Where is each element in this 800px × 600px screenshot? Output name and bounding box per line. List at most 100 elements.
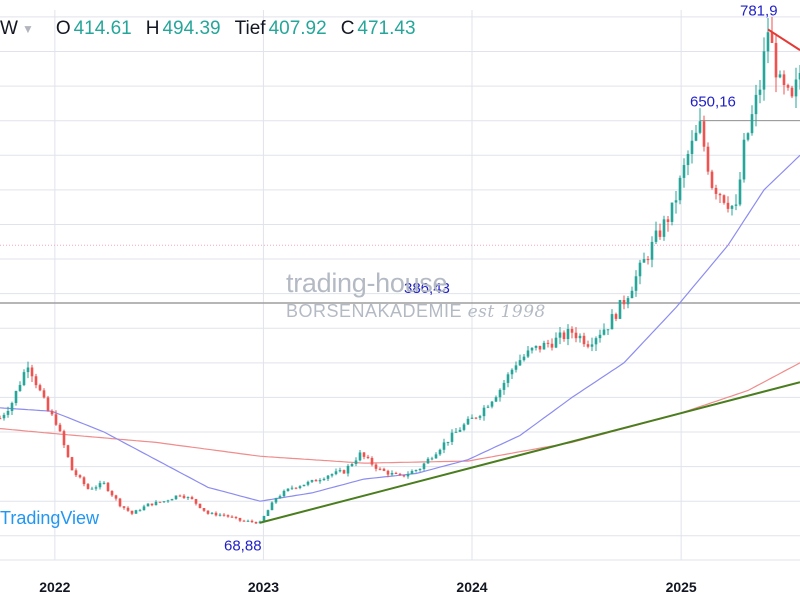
candle-body (262, 516, 266, 522)
candle (86, 483, 90, 490)
candle-body (530, 347, 534, 351)
candle-body (342, 470, 346, 474)
open-value: 414.61 (73, 18, 132, 39)
candle (238, 517, 242, 523)
candle (62, 429, 66, 449)
candle (466, 416, 470, 426)
candle-body (266, 510, 270, 517)
candle (794, 67, 798, 109)
candle (354, 457, 358, 467)
candle (634, 270, 638, 297)
candle-body (634, 276, 638, 291)
candle (186, 496, 190, 500)
candle (350, 462, 354, 468)
candle-body (618, 300, 622, 319)
candle (562, 330, 566, 342)
candle (218, 513, 222, 517)
candle (222, 513, 226, 517)
candle (42, 388, 46, 399)
candle-body (2, 414, 6, 419)
candle-body (358, 452, 362, 461)
candle (514, 361, 518, 373)
candle (658, 223, 662, 240)
candle (2, 412, 6, 421)
candle-body (798, 72, 800, 80)
candle-body (274, 498, 278, 503)
candle-body (526, 350, 530, 357)
candle (670, 202, 674, 226)
candle (698, 108, 702, 135)
interval-label[interactable]: W (0, 18, 18, 39)
candle-body (710, 171, 714, 188)
candle (82, 476, 86, 487)
candle-body (510, 369, 514, 375)
tradingview-logo[interactable]: TradingView (0, 508, 100, 528)
candle (118, 497, 122, 508)
candle (402, 475, 406, 478)
candle (226, 514, 230, 518)
candle-body (702, 121, 706, 147)
candle (618, 299, 622, 320)
chevron-down-icon[interactable]: ▼ (21, 22, 34, 36)
candle-body (162, 501, 166, 503)
candle (434, 452, 438, 459)
candle (90, 486, 94, 490)
candle-body (18, 385, 22, 392)
candle-body (146, 503, 150, 507)
candle-body (270, 502, 274, 511)
candle-body (130, 510, 134, 514)
candle-body (114, 495, 118, 499)
candle (334, 468, 338, 476)
candle-body (134, 510, 138, 514)
candle (566, 324, 570, 346)
candle (306, 480, 310, 487)
candle-body (406, 474, 410, 477)
candle-body (14, 391, 18, 404)
candle-body (202, 508, 206, 511)
candle (674, 190, 678, 214)
candle (666, 216, 670, 232)
candle-body (166, 500, 170, 502)
candle (126, 506, 130, 512)
candle (718, 192, 722, 204)
candle (714, 184, 718, 200)
candle-body (778, 74, 782, 78)
candle (654, 221, 658, 245)
candle (250, 519, 254, 524)
candle-body (54, 414, 58, 425)
candle-body (722, 195, 726, 203)
candle-body (186, 497, 190, 499)
candle-body (734, 204, 738, 206)
candle-body (458, 429, 462, 432)
candle (662, 215, 666, 241)
candle-body (94, 487, 98, 489)
candle (150, 503, 154, 507)
candle-body (126, 507, 130, 511)
candle-body (746, 133, 750, 140)
candle (730, 204, 734, 216)
candle (594, 336, 598, 352)
candle (266, 509, 270, 517)
watermark-subtitle: BORSENAKADEMIE est 1998 (286, 301, 546, 322)
candle-body (774, 42, 778, 78)
candle (758, 80, 762, 104)
candle (230, 515, 234, 518)
candle-body (434, 454, 438, 459)
candle (626, 295, 630, 309)
candle (202, 508, 206, 512)
candle (498, 388, 502, 402)
candle-body (578, 335, 582, 339)
candle (190, 495, 194, 500)
candle-body (690, 140, 694, 155)
watermark-sub-text: BORSENAKADEMIE (286, 301, 463, 321)
candle-body (198, 503, 202, 509)
candle-body (738, 179, 742, 205)
annotation-label: 68,88 (224, 538, 262, 555)
candle (46, 395, 50, 412)
low-item: Tief 407.92 (235, 18, 327, 40)
candle-body (318, 480, 322, 482)
candle-body (350, 464, 354, 466)
candle-body (102, 482, 106, 484)
